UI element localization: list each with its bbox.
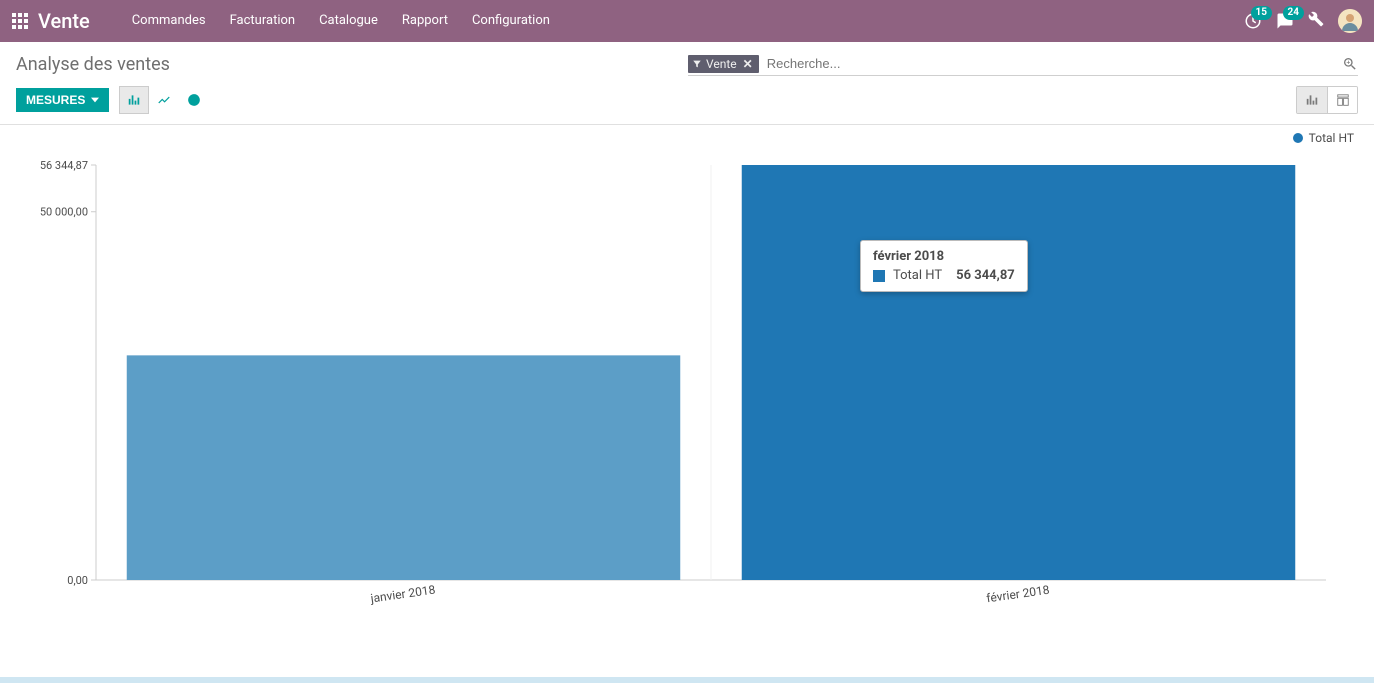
page-title: Analyse des ventes [16,54,170,75]
user-avatar[interactable] [1338,9,1362,33]
caret-down-icon [91,93,99,107]
main-menu: CommandesFacturationCatalogueRapportConf… [120,0,562,42]
menu-item-facturation[interactable]: Facturation [218,0,308,42]
menu-item-commandes[interactable]: Commandes [120,0,218,42]
legend-dot-icon [1293,133,1303,143]
debug-icon[interactable] [1308,11,1324,31]
pie-chart-icon[interactable] [179,86,209,114]
legend-label: Total HT [1309,131,1354,145]
bar-feb[interactable] [742,165,1296,580]
filter-chip-vente[interactable]: Vente ✕ [688,55,759,73]
bar-chart: 0,00 50 000,00 56 344,87 janvier 2018 févrie… [16,135,1346,635]
bar-jan[interactable] [127,355,681,580]
filter-chip-close-icon[interactable]: ✕ [741,57,755,71]
filter-chip-label: Vente [706,57,737,71]
chart-container: Total HT 0,00 50 000,00 56 344,87 janvier 2… [0,125,1374,655]
y-tick-label: 56 344,87 [40,159,88,172]
menu-item-catalogue[interactable]: Catalogue [307,0,390,42]
messages-badge: 24 [1283,6,1304,20]
messages-icon[interactable]: 24 [1276,12,1294,30]
activities-icon[interactable]: 15 [1244,12,1262,30]
search-bar: Vente ✕ [688,52,1358,76]
control-panel: Analyse des ventes Vente ✕ MESURES [0,42,1374,125]
y-tick-label: 0,00 [67,574,88,587]
tooltip-swatch-icon [873,270,885,282]
bottom-strip [0,677,1374,683]
tooltip-title: février 2018 [873,249,1015,264]
pivot-view-icon[interactable] [1327,87,1357,113]
funnel-icon [692,59,702,69]
y-tick-label: 50 000,00 [40,206,88,219]
menu-item-rapport[interactable]: Rapport [390,0,460,42]
systray: 15 24 [1244,9,1362,33]
app-brand[interactable]: Vente [38,9,90,33]
menu-item-configuration[interactable]: Configuration [460,0,562,42]
graph-view-icon[interactable] [1297,87,1327,113]
measures-button[interactable]: MESURES [16,88,109,112]
search-zoom-icon[interactable] [1342,56,1358,72]
activities-badge: 15 [1251,6,1272,20]
chart-tooltip: février 2018 Total HT 56 344,87 [860,240,1028,292]
top-navbar: Vente CommandesFacturationCatalogueRappo… [0,0,1374,42]
measures-label: MESURES [26,93,85,107]
chart-type-group [119,86,209,114]
bar-chart-icon[interactable] [119,86,149,114]
apps-icon[interactable] [12,13,28,29]
view-switcher [1296,86,1358,114]
category-label-feb: février 2018 [986,583,1051,606]
tooltip-value: 56 344,87 [956,268,1015,283]
tooltip-series-label: Total HT [893,268,942,283]
category-label-jan: janvier 2018 [369,583,437,606]
search-input[interactable] [759,52,1336,75]
chart-legend[interactable]: Total HT [1293,131,1354,145]
line-chart-icon[interactable] [149,86,179,114]
